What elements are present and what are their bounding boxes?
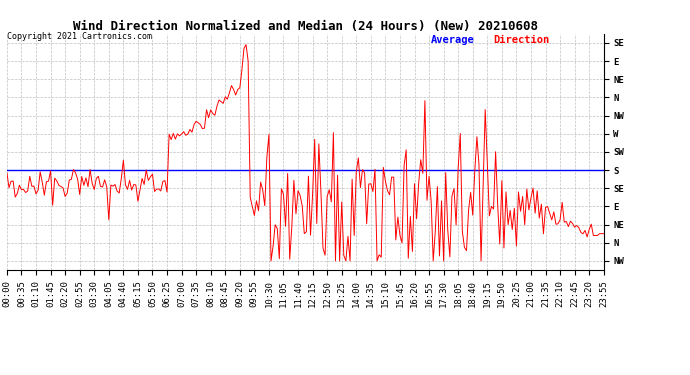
Title: Wind Direction Normalized and Median (24 Hours) (New) 20210608: Wind Direction Normalized and Median (24… <box>73 20 538 33</box>
Text: Copyright 2021 Cartronics.com: Copyright 2021 Cartronics.com <box>7 32 152 41</box>
Text: Direction: Direction <box>493 35 549 45</box>
Text: Average: Average <box>431 35 475 45</box>
